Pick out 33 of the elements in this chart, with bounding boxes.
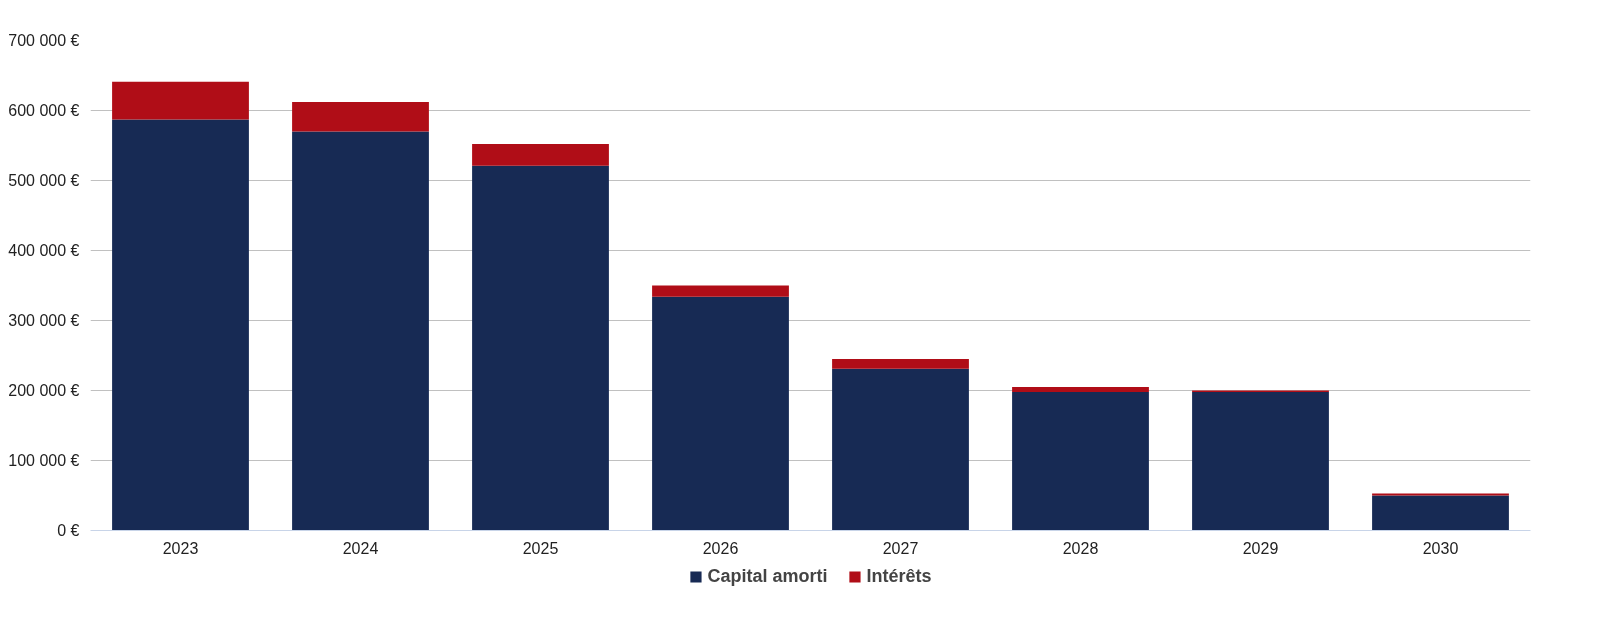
bar	[652, 285, 789, 297]
bar	[472, 144, 609, 166]
bar	[1372, 493, 1509, 496]
bar	[292, 131, 429, 531]
bar	[112, 119, 249, 531]
y-tick-label: 500 000 €	[8, 172, 80, 189]
x-tick-label: 2030	[1422, 539, 1459, 557]
bar	[832, 359, 969, 369]
x-tick-label: 2023	[162, 539, 199, 557]
y-tick-label: 100 000 €	[8, 452, 80, 469]
bar	[1012, 387, 1149, 392]
legend-label: Intérêts	[866, 565, 932, 587]
y-tick-label: 700 000 €	[8, 32, 80, 49]
bar	[1012, 391, 1149, 531]
bar	[832, 368, 969, 531]
bar	[472, 165, 609, 531]
y-tick-label: 400 000 €	[8, 242, 80, 259]
x-tick-label: 2027	[882, 539, 919, 557]
x-tick-label: 2025	[522, 539, 559, 557]
y-tick-label: 200 000 €	[8, 382, 80, 399]
x-tick-label: 2029	[1242, 539, 1279, 557]
y-tick-label: 0 €	[57, 522, 80, 539]
x-tick-label: 2028	[1062, 539, 1099, 557]
bar	[292, 102, 429, 132]
y-tick-label: 600 000 €	[8, 102, 80, 119]
bar	[652, 296, 789, 531]
bar	[1372, 495, 1509, 531]
bar	[112, 81, 249, 120]
legend-label: Capital amorti	[707, 565, 828, 587]
bar	[1192, 391, 1329, 531]
x-tick-label: 2024	[342, 539, 379, 557]
x-tick-label: 2026	[702, 539, 739, 557]
y-tick-label: 300 000 €	[8, 312, 80, 329]
